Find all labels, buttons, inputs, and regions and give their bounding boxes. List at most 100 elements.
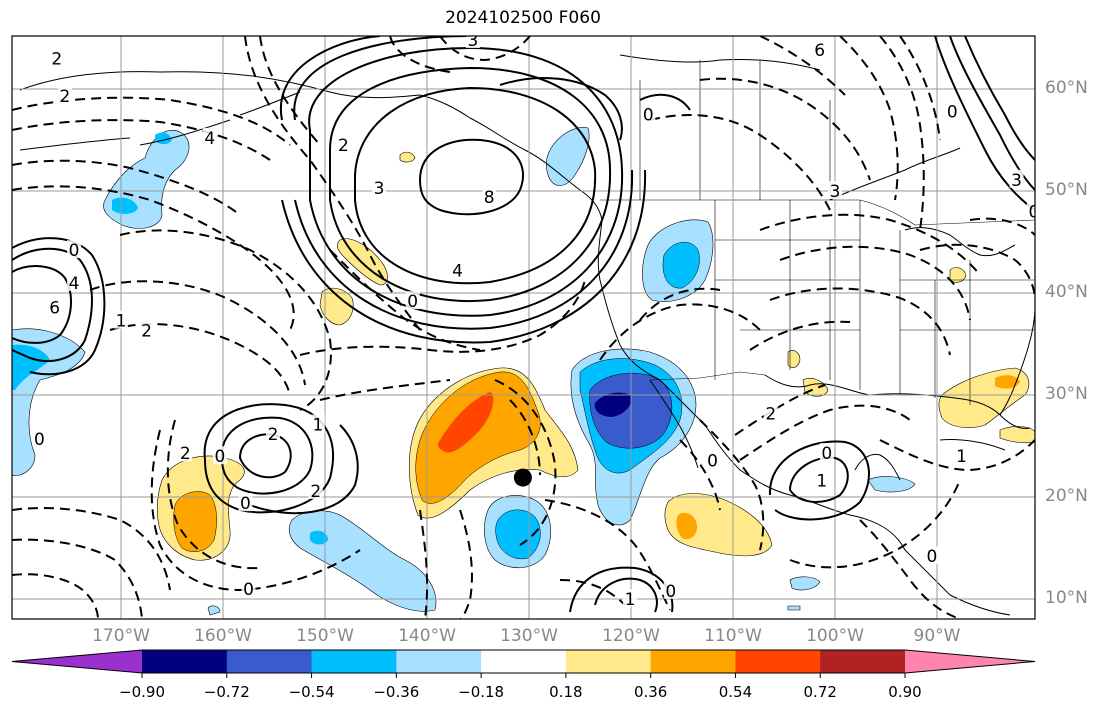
dashed-contour-line [899, 36, 941, 141]
contour-label-background [32, 428, 47, 447]
shaded-anomaly-layer [12, 127, 1035, 616]
solid-contour-line [594, 577, 658, 613]
dashed-contour-line [759, 36, 846, 96]
contour-label-background [641, 104, 656, 123]
solid-contour-line [12, 265, 72, 344]
dashed-contour-line [649, 114, 831, 211]
dashed-contour-line [166, 419, 261, 570]
dashed-contour-line [739, 404, 911, 461]
contour-label-background [372, 177, 387, 196]
yucatan-coast [854, 453, 901, 481]
contour-label-background [819, 443, 834, 462]
solid-contour-line [499, 76, 623, 141]
dashed-contour-line [12, 538, 143, 619]
contour-label: 2 [268, 425, 279, 445]
contour-label-background [67, 272, 82, 291]
dashed-contour-line [559, 579, 626, 606]
contour-label-background [57, 86, 72, 105]
contour-label-background [945, 101, 960, 120]
contour-label-background [1052, 33, 1066, 51]
solid-contour-line [12, 247, 93, 362]
contour-label-background [450, 260, 465, 279]
colorbar-extend-low [12, 650, 142, 673]
state-borders [714, 200, 1035, 405]
colorbar-segment [650, 650, 736, 673]
dashed-contour-line [789, 479, 961, 569]
contour-label-background [241, 578, 256, 597]
contour-label-background [814, 470, 829, 489]
longitude-label: 150°W [296, 626, 354, 646]
contour-label-background [47, 297, 62, 316]
contour-label: 4 [204, 129, 215, 149]
colorbar-tick-label: 0.72 [803, 683, 837, 701]
anomaly-fill-yellow [787, 350, 801, 369]
contour-label: 0 [243, 580, 254, 600]
dashed-contour-line [544, 499, 671, 611]
dashed-contour-line [509, 399, 541, 476]
anomaly-fill-light-blue [787, 605, 801, 611]
contour-label: 0 [215, 447, 226, 467]
contour-label: 0 [1028, 202, 1039, 222]
contour-label: 0 [34, 430, 45, 450]
contour-label: 0 [643, 106, 654, 126]
contour-label-background [178, 443, 193, 462]
contour-label: 0 [69, 241, 80, 261]
anomaly-fill-light-blue [207, 605, 221, 616]
latitude-label: 40°N [1045, 282, 1088, 302]
solid-contour-line [418, 138, 525, 216]
dashed-contour-line [389, 36, 451, 73]
dashed-contour-line [12, 573, 99, 619]
solid-contour-line [934, 36, 1035, 211]
contour-label: 2 [59, 87, 70, 107]
contour-label: 1 [116, 312, 127, 332]
dashed-contour-line [699, 77, 871, 181]
dashed-contour-line [769, 287, 951, 356]
longitude-label: 100°W [806, 626, 864, 646]
anomaly-fill-yellow [999, 426, 1035, 444]
contour-label-background [49, 48, 64, 67]
dashed-contour-line [879, 36, 925, 231]
dashed-contour-line [859, 519, 961, 619]
hudson-bay [829, 147, 961, 201]
florida-coast [999, 371, 1021, 416]
contour-label: 0 [926, 547, 937, 567]
dashed-contour-line [734, 384, 826, 436]
longitude-label: 120°W [602, 626, 660, 646]
contour-label: 1 [625, 590, 636, 610]
contour-label-background [663, 580, 678, 599]
solid-contour-line [949, 36, 1035, 191]
colorbar-segment [820, 650, 906, 673]
contour-label: 2 [51, 49, 62, 69]
contour-label: 2 [180, 444, 191, 464]
dashed-contour-line [12, 507, 171, 591]
longitude-label: 160°W [194, 626, 252, 646]
contour-label-background [954, 446, 969, 465]
solid-contour-line [329, 66, 612, 302]
dashed-contour-line [699, 419, 765, 551]
aleutian-islands [19, 91, 301, 151]
dashed-contour-layer [12, 36, 1035, 619]
contour-label: 4 [452, 262, 463, 282]
contour-label: 6 [49, 298, 60, 318]
cuba [939, 439, 1006, 451]
dashed-contour-line [879, 439, 1035, 472]
dashed-contour-line [244, 36, 421, 331]
latitude-label: 30°N [1045, 384, 1088, 404]
dashed-contour-line [299, 279, 586, 356]
mexico-coast [789, 494, 1011, 616]
dashed-contour-line [969, 217, 1035, 236]
colorbar-segment [226, 650, 313, 673]
colorbar-segment [565, 650, 652, 673]
anomaly-fill-red-orange [437, 392, 494, 453]
colorbar-segment [311, 650, 397, 673]
anomaly-fill-orange [676, 512, 698, 540]
anomaly-fill-yellow [399, 151, 416, 163]
contour-label-background [812, 40, 827, 59]
map-frame [11, 35, 1036, 620]
colorbar-tick-label: 0.90 [888, 683, 922, 701]
dashed-contour-line [839, 36, 899, 201]
solid-contour-line [964, 36, 1035, 161]
contour-label: 3 [830, 182, 841, 202]
